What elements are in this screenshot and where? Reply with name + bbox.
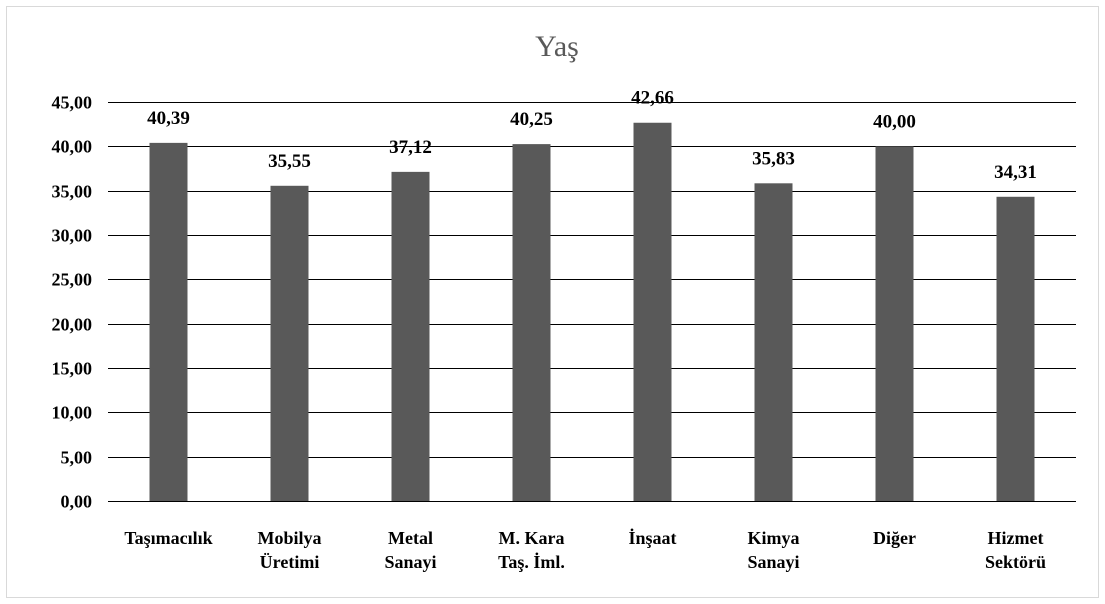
data-label: 35,83 xyxy=(752,148,795,169)
x-tick-label: İnşaat xyxy=(628,528,676,548)
bar xyxy=(392,172,430,501)
y-tick-label: 25,00 xyxy=(52,270,93,290)
x-tick-label: Hizmet Sektörü xyxy=(985,528,1046,572)
y-tick-label: 30,00 xyxy=(52,226,93,246)
data-label: 40,00 xyxy=(873,111,916,132)
y-tick-label: 5,00 xyxy=(61,448,93,468)
x-tick-label: Metal Sanayi xyxy=(384,528,436,572)
bars xyxy=(150,123,1035,501)
y-tick-label: 10,00 xyxy=(52,403,93,423)
data-label: 34,31 xyxy=(994,162,1037,183)
bar xyxy=(755,183,793,501)
y-tick-label: 45,00 xyxy=(52,93,93,113)
data-label: 40,39 xyxy=(147,108,190,129)
y-tick-label: 20,00 xyxy=(52,315,93,335)
bar xyxy=(150,143,188,501)
gridlines xyxy=(108,103,1076,502)
y-axis-ticks: 0,00 5,00 10,00 15,00 20,00 25,00 30,00 35,00 40… xyxy=(52,93,93,512)
x-tick-label: Taşımacılık xyxy=(124,528,212,548)
chart-title: Yaş xyxy=(535,30,579,63)
data-label: 35,55 xyxy=(268,151,311,172)
x-tick-label: M. Kara Taş. İml. xyxy=(498,528,565,572)
data-label: 42,66 xyxy=(631,88,674,109)
bar xyxy=(634,123,672,501)
y-tick-label: 35,00 xyxy=(52,182,93,202)
y-tick-label: 0,00 xyxy=(61,492,93,512)
x-axis-ticks: Taşımacılık Mobilya Üretimi Metal Sanayi M. K… xyxy=(124,528,1046,572)
y-tick-label: 15,00 xyxy=(52,359,93,379)
bar xyxy=(271,186,309,501)
x-tick-label: Mobilya Üretimi xyxy=(257,528,321,572)
bar xyxy=(876,146,914,501)
x-tick-label: Diğer xyxy=(873,528,916,548)
x-tick-label: Kimya Sanayi xyxy=(747,528,799,572)
bar xyxy=(513,144,551,501)
data-label: 40,25 xyxy=(510,109,553,130)
y-tick-label: 40,00 xyxy=(52,137,93,157)
data-label: 37,12 xyxy=(389,137,432,158)
bar xyxy=(997,197,1035,501)
